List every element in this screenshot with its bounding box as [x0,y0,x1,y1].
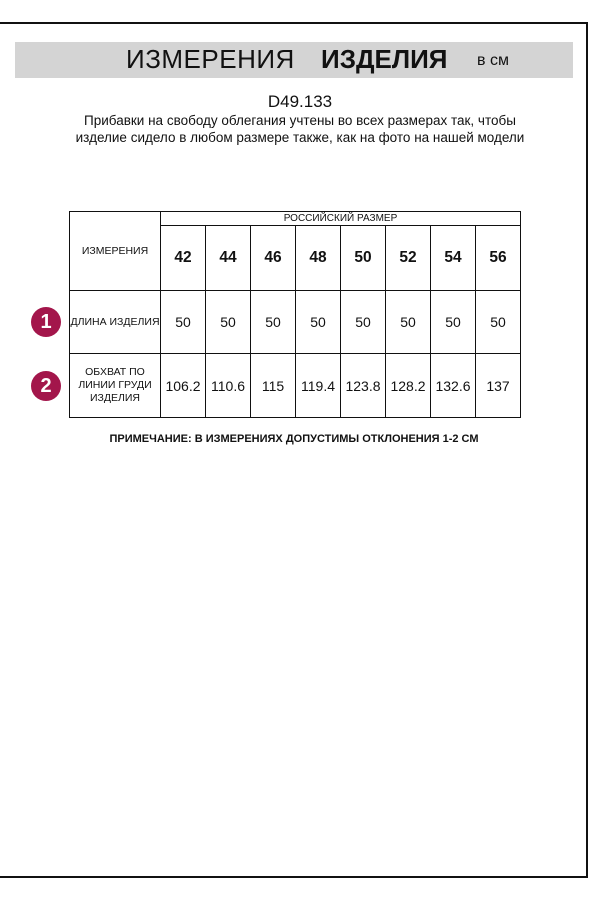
table-cell: 50 [250,290,296,354]
size-header: 56 [475,225,521,291]
table-cell: 50 [160,290,206,354]
table-cell: 50 [430,290,476,354]
row-label: ОБХВАТ ПО ЛИНИИ ГРУДИ ИЗДЕЛИЯ [69,353,161,418]
size-header: 52 [385,225,431,291]
size-header: 48 [295,225,341,291]
row-label: ДЛИНА ИЗДЕЛИЯ [69,290,161,354]
table-cell: 110.6 [205,353,251,418]
size-header: 50 [340,225,386,291]
size-caption: РОССИЙСКИЙ РАЗМЕР [160,211,521,226]
table-cell: 50 [385,290,431,354]
article-code: D49.133 [267,92,333,111]
sizes-row: 42 44 46 48 50 52 54 56 [70,225,521,291]
table-cell: 132.6 [430,353,476,418]
marker-2-icon: 2 [31,371,61,401]
title-product: ИЗДЕЛИЯ [321,44,448,74]
size-header: 46 [250,225,296,291]
table-cell: 50 [340,290,386,354]
table-cell: 50 [295,290,341,354]
table-cell: 50 [475,290,521,354]
size-table: ИЗМЕРЕНИЯ РОССИЙСКИЙ РАЗМЕР 42 44 46 48 50 52… [69,211,521,418]
size-header: 54 [430,225,476,291]
title-unit: в см [477,52,509,69]
table-cell: 115 [250,353,296,418]
table-cell: 106.2 [160,353,206,418]
table-cell: 128.2 [385,353,431,418]
note: ПРИМЕЧАНИЕ: В ИЗМЕРЕНИЯХ ДОПУСТИМЫ ОТКЛО… [109,433,479,445]
table-cell: 50 [205,290,251,354]
size-header: 42 [160,225,206,291]
table-cell: 137 [475,353,521,418]
measure-header: ИЗМЕРЕНИЯ [69,211,161,291]
table-row: ОБХВАТ ПО ЛИНИИ ГРУДИ ИЗДЕЛИЯ 106.2 110.6… [69,353,521,418]
fit-description: Прибавки на свободу облегания учтены во … [75,113,525,145]
size-header: 44 [205,225,251,291]
table-cell: 119.4 [295,353,341,418]
marker-1-icon: 1 [31,307,61,337]
page-frame [0,22,588,878]
table-cell: 123.8 [340,353,386,418]
title-bar [15,42,573,78]
table-row: ДЛИНА ИЗДЕЛИЯ 50 50 50 50 50 50 50 50 [69,290,521,354]
title-measurements: ИЗМЕРЕНИЯ [126,44,295,74]
